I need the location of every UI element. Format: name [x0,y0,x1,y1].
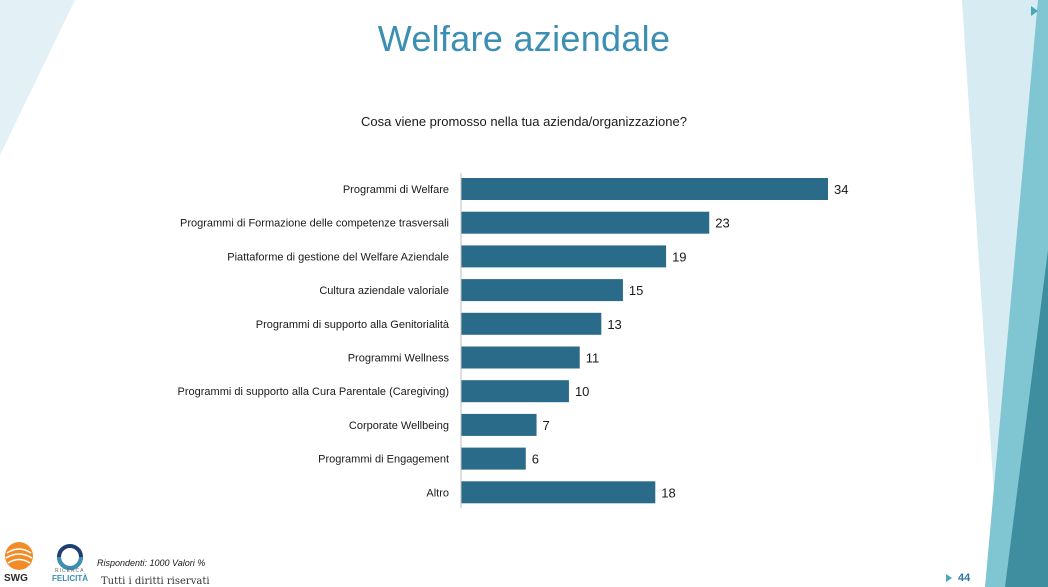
bar [461,481,656,504]
category-label: Programmi di Engagement [318,454,449,466]
category-label: Programmi di Formazione delle competenze… [180,218,449,230]
rights-notice: Tutti i diritti riservati [101,576,210,587]
category-label: Piattaforme di gestione del Welfare Azie… [227,251,449,263]
value-label: 15 [629,283,643,298]
category-label: Programmi Wellness [348,353,450,365]
value-label: 19 [672,249,686,264]
page-marker-triangle-icon [946,574,952,582]
category-label: Cultura aziendale valoriale [319,285,449,297]
value-label: 13 [607,317,621,332]
chart-question: Cosa viene promosso nella tua azienda/or… [361,114,687,129]
value-label: 34 [834,182,848,197]
swg-logo-text: SWG [4,573,28,584]
bar [461,380,569,403]
bar [461,178,828,200]
slide-title: Welfare aziendale [377,18,671,59]
swg-logo-icon [5,542,33,570]
ricerca-felicita-logo-icon [57,544,83,570]
bar [461,245,667,268]
category-label: Corporate Wellbeing [349,420,449,432]
page-number: 44 [958,572,971,584]
ricerca-logo-subtext: RICERCA [55,568,85,574]
bar [461,346,580,369]
felicita-logo-text: FELICITÀ [52,574,88,583]
corner-triangle-icon [1031,6,1038,16]
bar [461,279,623,302]
bar [461,447,526,470]
value-label: 23 [715,216,729,231]
bar [461,211,710,234]
value-label: 6 [532,452,539,467]
respondents-footnote: Rispondenti: 1000 Valori % [97,558,206,568]
value-label: 10 [575,384,589,399]
category-label: Programmi di Welfare [343,184,449,196]
right-accent-dark-shape [1005,250,1048,587]
bar [461,413,537,436]
value-label: 18 [661,485,675,500]
top-left-accent-shape [0,0,75,155]
value-label: 7 [543,418,550,433]
category-label: Programmi di supporto alla Cura Parental… [178,386,449,398]
category-label: Altro [426,487,449,499]
category-label: Programmi di supporto alla Genitorialità [256,319,450,331]
value-label: 11 [586,351,600,366]
bar [461,312,602,335]
